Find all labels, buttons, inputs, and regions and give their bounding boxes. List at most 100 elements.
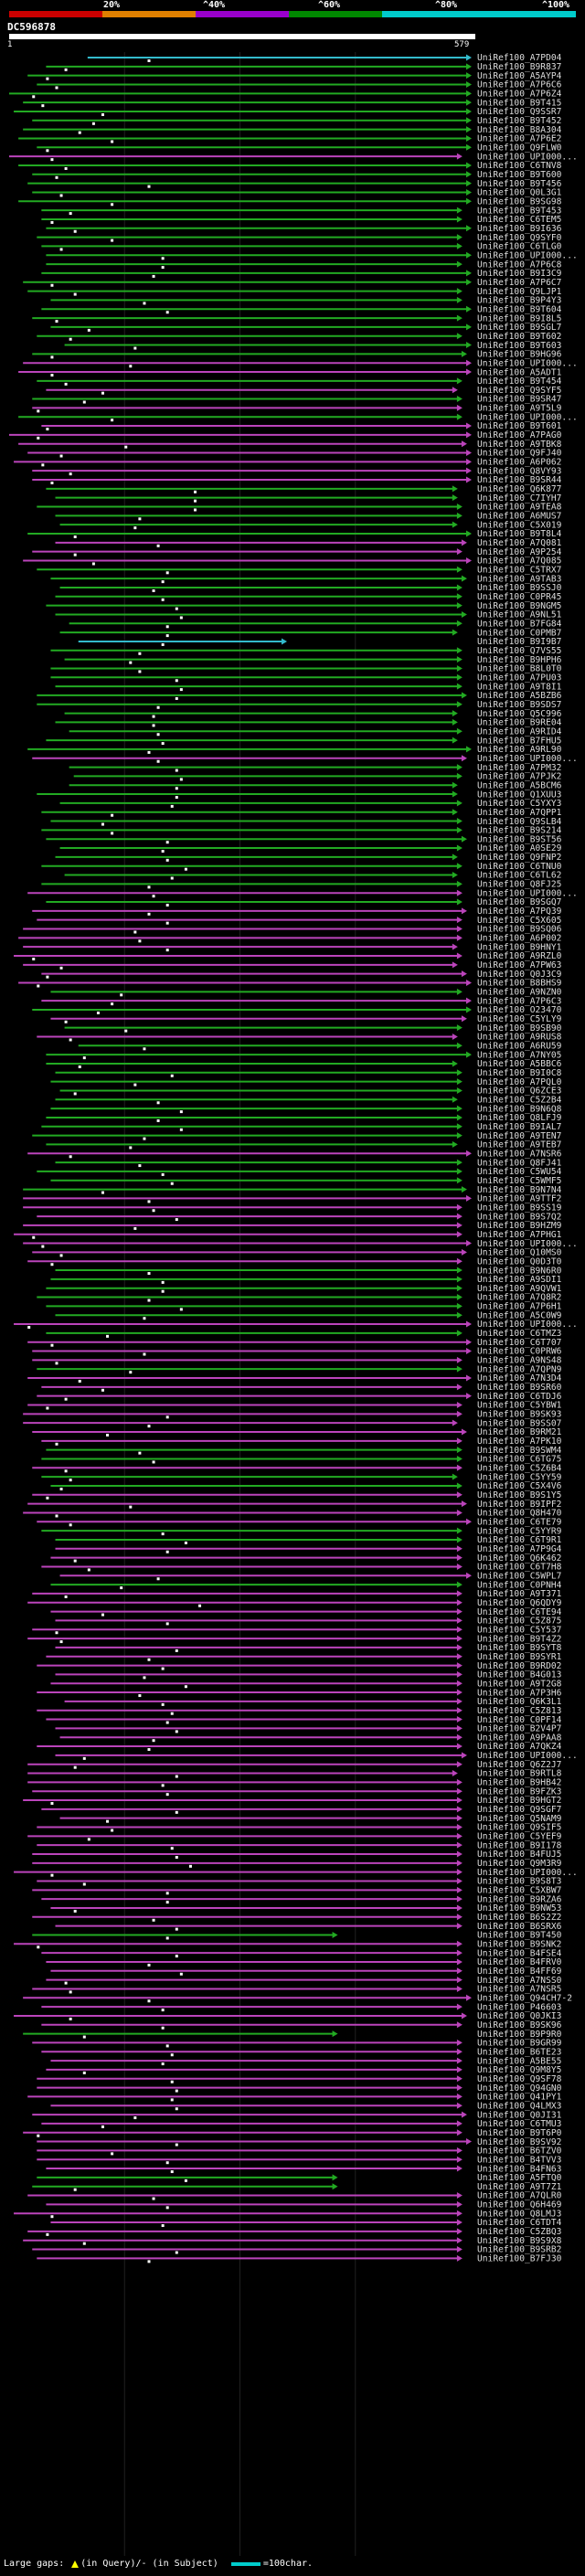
hit-row[interactable]: UniRef100_A9SDI1 — [50, 1275, 562, 1285]
hit-label[interactable]: UniRef100_B9S9X8 — [477, 2236, 562, 2246]
hit-label[interactable]: UniRef100_B8A304 — [477, 125, 562, 135]
hit-row[interactable]: UniRef100_B9I3C9 — [41, 269, 562, 279]
hit-row[interactable]: UniRef100_A7Q085 — [23, 557, 561, 567]
hit-label[interactable]: UniRef100_B9SWM4 — [477, 1446, 562, 1456]
hit-label[interactable]: UniRef100_C0PMB7 — [477, 628, 562, 638]
hit-label[interactable]: UniRef100_B9SYR1 — [477, 1652, 562, 1662]
hit-row[interactable]: UniRef100_A7P6Z4 — [9, 90, 562, 100]
hit-row[interactable]: UniRef100_B6S2Z2 — [32, 1913, 561, 1923]
hit-label[interactable]: UniRef100_A7QPP1 — [477, 808, 562, 818]
hit-label[interactable]: UniRef100_C5Z2B4 — [477, 1095, 562, 1105]
hit-row[interactable]: UniRef100_B4FUJ5 — [32, 1850, 561, 1860]
hit-label[interactable]: UniRef100_C5TRX7 — [477, 566, 562, 576]
hit-label[interactable]: UniRef100_Q9SYF0 — [477, 233, 562, 243]
hit-label[interactable]: UniRef100_B9N7N4 — [477, 1185, 562, 1195]
hit-label[interactable]: UniRef100_A7PHG1 — [477, 1230, 562, 1240]
hit-label[interactable]: UniRef100_C5YLY9 — [477, 1014, 562, 1024]
hit-row[interactable]: UniRef100_C0PF14 — [46, 1715, 562, 1725]
hit-label[interactable]: UniRef100_Q0J3C9 — [477, 970, 562, 980]
hit-row[interactable]: UniRef100_P46603 — [41, 2002, 562, 2012]
hit-row[interactable]: UniRef100_B7FHU5 — [46, 736, 561, 746]
hit-row[interactable]: UniRef100_A9RUS8 — [37, 1033, 562, 1043]
hit-row[interactable]: UniRef100_A5FTQ0 — [37, 2173, 562, 2183]
hit-row[interactable]: UniRef100_B9T450 — [32, 1931, 562, 1941]
hit-label[interactable]: UniRef100_A7PD04 — [477, 53, 562, 63]
hit-row[interactable]: UniRef100_B8A304 — [23, 125, 562, 135]
hit-row[interactable]: UniRef100_Q8FJ25 — [41, 880, 561, 890]
hit-row[interactable]: UniRef100_B9SR44 — [32, 475, 562, 485]
hit-label[interactable]: UniRef100_Q9FJ40 — [477, 449, 562, 459]
hit-label[interactable]: UniRef100_B9HG96 — [477, 350, 562, 360]
hit-label[interactable]: UniRef100_B9HB42 — [477, 1778, 561, 1788]
hit-label[interactable]: UniRef100_B9SSJ0 — [477, 583, 562, 593]
hit-label[interactable]: UniRef100_B8BHS9 — [477, 979, 562, 989]
hit-label[interactable]: UniRef100_B9S7Q2 — [477, 1212, 561, 1222]
hit-label[interactable]: UniRef100_A7QKZ4 — [477, 1742, 562, 1752]
hit-label[interactable]: UniRef100_A9TTF2 — [477, 1194, 561, 1204]
hit-label[interactable]: UniRef100_A7P6C3 — [477, 996, 562, 1006]
hit-label[interactable]: UniRef100_B9SR47 — [477, 395, 562, 405]
hit-label[interactable]: UniRef100_Q8LMJ3 — [477, 2209, 562, 2219]
hit-row[interactable]: UniRef100_B6TE23 — [41, 2047, 562, 2057]
hit-label[interactable]: UniRef100_B4FN63 — [477, 2164, 562, 2174]
hit-row[interactable]: UniRef100_A5BZB6 — [37, 691, 562, 701]
hit-label[interactable]: UniRef100_UPI000... — [477, 1320, 578, 1330]
hit-label[interactable]: UniRef100_UPI000... — [477, 1751, 578, 1761]
hit-row[interactable]: UniRef100_B9SR47 — [32, 395, 562, 405]
hit-label[interactable]: UniRef100_A7P6H1 — [477, 1302, 562, 1312]
hit-label[interactable]: UniRef100_B9SDS7 — [477, 700, 562, 710]
hit-label[interactable]: UniRef100_A7PK10 — [477, 1436, 562, 1447]
hit-row[interactable]: UniRef100_A9TAB3 — [50, 574, 562, 584]
hit-label[interactable]: UniRef100_B7FG84 — [477, 619, 562, 629]
hit-label[interactable]: UniRef100_B9SG98 — [477, 196, 562, 207]
hit-row[interactable]: UniRef100_A9RZL0 — [14, 951, 562, 961]
hit-row[interactable]: UniRef100_A9T7Z1 — [32, 2182, 562, 2192]
hit-label[interactable]: UniRef100_Q6ZCE3 — [477, 1087, 562, 1097]
hit-row[interactable]: UniRef100_B8L0T0 — [50, 664, 562, 674]
hit-label[interactable]: UniRef100_B9IAL7 — [477, 1122, 562, 1132]
hit-row[interactable]: UniRef100_A9TEA8 — [37, 503, 562, 513]
hit-row[interactable]: UniRef100_Q0J3C9 — [41, 970, 562, 980]
hit-row[interactable]: UniRef100_B9RD02 — [37, 1661, 561, 1671]
hit-row[interactable]: UniRef100_A7PK10 — [41, 1436, 562, 1447]
hit-row[interactable]: UniRef100_B9I178 — [37, 1840, 562, 1850]
hit-row[interactable]: UniRef100_C6TNV8 — [18, 161, 562, 171]
hit-label[interactable]: UniRef100_Q6K877 — [477, 484, 562, 494]
hit-label[interactable]: UniRef100_A9NL51 — [477, 610, 562, 620]
hit-row[interactable]: UniRef100_C6TNU0 — [41, 862, 562, 872]
hit-row[interactable]: UniRef100_B9HGT2 — [23, 1796, 561, 1806]
hit-label[interactable]: UniRef100_B9NW53 — [477, 1903, 562, 1913]
hit-label[interactable]: UniRef100_Q8FJ41 — [477, 1158, 562, 1168]
hit-row[interactable]: UniRef100_C6TE94 — [50, 1607, 562, 1617]
hit-label[interactable]: UniRef100_C0PNH4 — [477, 1580, 562, 1590]
hit-label[interactable]: UniRef100_B4G013 — [477, 1670, 562, 1680]
hit-row[interactable]: UniRef100_Q6QDY9 — [27, 1598, 562, 1608]
hit-label[interactable]: UniRef100_A9NS48 — [477, 1356, 562, 1366]
hit-label[interactable]: UniRef100_Q6K3L1 — [477, 1697, 562, 1707]
hit-row[interactable]: UniRef100_C5Z875 — [55, 1617, 562, 1627]
hit-row[interactable]: UniRef100_Q9M8Y5 — [46, 2065, 561, 2075]
hit-row[interactable]: UniRef100_B9T453 — [41, 206, 562, 216]
hit-label[interactable]: UniRef100_A7PQL0 — [477, 1077, 562, 1087]
hit-row[interactable]: UniRef100_Q9FLW0 — [37, 143, 562, 154]
hit-row[interactable]: UniRef100_C6TEM5 — [41, 215, 561, 225]
hit-label[interactable]: UniRef100_B9HGT2 — [477, 1796, 561, 1806]
hit-label[interactable]: UniRef100_A9TAB3 — [477, 574, 562, 584]
hit-label[interactable]: UniRef100_UPI000... — [477, 1239, 578, 1249]
hit-row[interactable]: UniRef100_C5YBW1 — [27, 1401, 562, 1411]
hit-label[interactable]: UniRef100_B9R837 — [477, 62, 562, 72]
hit-label[interactable]: UniRef100_A7NSR6 — [477, 1149, 562, 1159]
hit-row[interactable]: UniRef100_C5X605 — [37, 916, 561, 926]
hit-row[interactable]: UniRef100_C5YY59 — [41, 1472, 562, 1482]
hit-row[interactable]: UniRef100_A6P002 — [18, 934, 561, 944]
hit-label[interactable]: UniRef100_A7Q085 — [477, 557, 561, 567]
hit-label[interactable]: UniRef100_C6TNU0 — [477, 862, 562, 872]
hit-label[interactable]: UniRef100_A7PM32 — [477, 763, 561, 773]
hit-row[interactable]: UniRef100_B9N7N4 — [23, 1185, 562, 1195]
hit-label[interactable]: UniRef100_B9SB90 — [477, 1023, 562, 1034]
hit-row[interactable]: UniRef100_C6TDJ6 — [37, 1392, 562, 1402]
hit-label[interactable]: UniRef100_B4FRV0 — [477, 1957, 562, 1967]
hit-row[interactable]: UniRef100_C5WMF5 — [50, 1176, 561, 1186]
hit-label[interactable]: UniRef100_B4TVV3 — [477, 2155, 562, 2165]
hit-row[interactable]: UniRef100_Q7VS55 — [50, 646, 561, 656]
